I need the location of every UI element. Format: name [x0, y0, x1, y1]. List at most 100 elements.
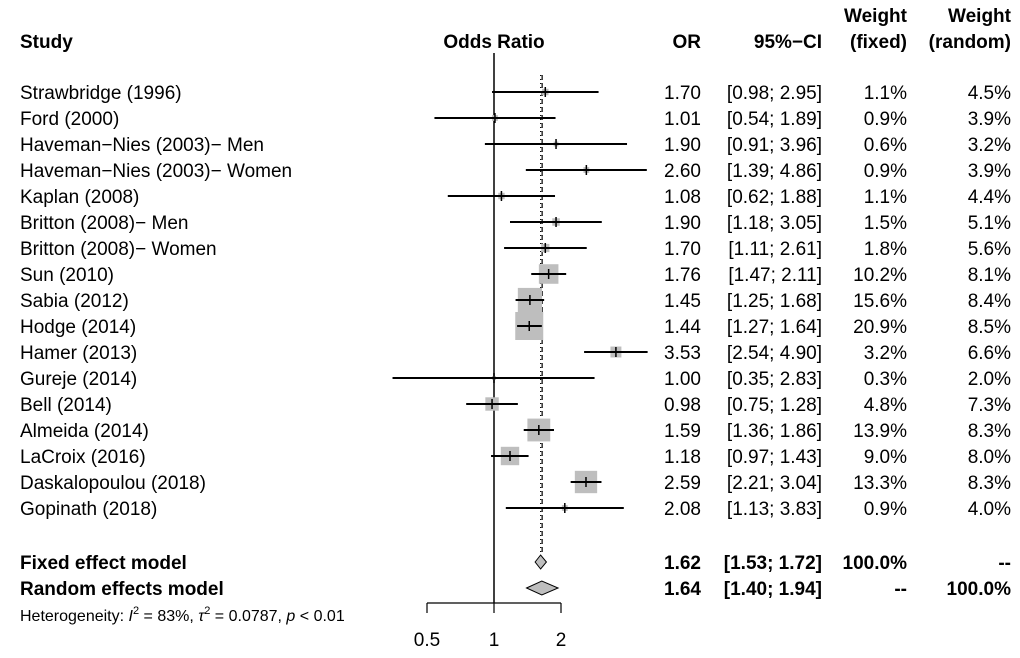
study-row: Daskalopoulou (2018) 2.59 [2.21; 3.04] 13.3… [20, 470, 1011, 494]
study-ci: [1.18; 3.05] [727, 213, 822, 234]
study-weight-random: 8.0% [968, 447, 1011, 468]
study-or: 1.70 [664, 239, 701, 260]
header-odds-ratio: Odds Ratio [443, 32, 544, 53]
study-weight-random: 8.5% [968, 317, 1011, 338]
study-name: Kaplan (2008) [20, 187, 139, 208]
summary-name: Fixed effect model [20, 553, 187, 574]
study-row: Gureje (2014) 1.00 [0.35; 2.83] 0.3% 2.0% [20, 369, 1011, 390]
summary-weight-fixed: 100.0% [843, 553, 908, 574]
study-weight-random: 2.0% [968, 369, 1011, 390]
study-name: Daskalopoulou (2018) [20, 473, 206, 494]
study-row: Hodge (2014) 1.44 [1.27; 1.64] 20.9% 8.5% [20, 312, 1011, 340]
study-ci: [1.47; 2.11] [728, 265, 822, 286]
study-or: 1.01 [664, 109, 701, 130]
study-weight-random: 7.3% [968, 395, 1011, 416]
study-weight-fixed: 13.9% [853, 421, 907, 442]
study-weight-random: 3.9% [968, 109, 1011, 130]
study-weight-random: 8.3% [968, 421, 1011, 442]
header-or: OR [673, 32, 702, 53]
random-effects-row: Random effects model 1.64 [1.40; 1.94] -- 10… [20, 579, 1011, 600]
study-weight-random: 8.4% [968, 291, 1011, 312]
study-or: 1.18 [664, 447, 701, 468]
study-ci: [0.35; 2.83] [727, 369, 822, 390]
study-name: Haveman−Nies (2003)− Men [20, 135, 264, 156]
study-name: Ford (2000) [20, 109, 119, 130]
study-weight-random: 8.1% [968, 265, 1011, 286]
study-ci: [1.36; 1.86] [727, 421, 822, 442]
summary-weight-random: 100.0% [947, 579, 1012, 600]
study-or: 1.59 [664, 421, 701, 442]
study-name: Gureje (2014) [20, 369, 137, 390]
summary-diamond [534, 554, 548, 570]
summary-weight-random: -- [998, 553, 1011, 574]
study-name: Sun (2010) [20, 265, 114, 286]
study-weight-random: 8.3% [968, 473, 1011, 494]
study-row: Haveman−Nies (2003)− Men 1.90 [0.91; 3.96]… [20, 135, 1011, 156]
study-weight-fixed: 0.9% [864, 499, 907, 520]
study-or: 1.90 [664, 213, 701, 234]
study-weight-fixed: 10.2% [853, 265, 907, 286]
study-row: Ford (2000) 1.01 [0.54; 1.89] 0.9% 3.9% [20, 109, 1011, 130]
study-or: 1.00 [664, 369, 701, 390]
header-weight-random-1: Weight [948, 6, 1012, 27]
header-study: Study [20, 32, 73, 53]
study-row: Gopinath (2018) 2.08 [1.13; 3.83] 0.9% 4.0% [20, 499, 1011, 520]
summary-or: 1.64 [664, 579, 701, 600]
study-weight-fixed: 0.3% [864, 369, 907, 390]
study-row: Strawbridge (1996) 1.70 [0.98; 2.95] 1.1% 4.… [20, 83, 1011, 104]
study-row: Hamer (2013) 3.53 [2.54; 4.90] 3.2% 6.6% [20, 343, 1011, 364]
study-weight-fixed: 9.0% [864, 447, 907, 468]
study-row: Almeida (2014) 1.59 [1.36; 1.86] 13.9% 8.3% [20, 418, 1011, 442]
study-weight-fixed: 1.1% [864, 187, 907, 208]
study-or: 1.08 [664, 187, 701, 208]
study-ci: [1.25; 1.68] [727, 291, 822, 312]
study-weight-random: 3.9% [968, 161, 1011, 182]
study-row: LaCroix (2016) 1.18 [0.97; 1.43] 9.0% 8.0% [20, 446, 1011, 468]
study-row: Haveman−Nies (2003)− Women 2.60 [1.39; 4.8… [20, 161, 1011, 182]
study-name: Sabia (2012) [20, 291, 129, 312]
study-or: 1.45 [664, 291, 701, 312]
study-or: 3.53 [664, 343, 701, 364]
p-value: < 0.01 [300, 608, 345, 625]
study-weight-random: 3.2% [968, 135, 1011, 156]
summary-or: 1.62 [664, 553, 701, 574]
heterogeneity-label: Heterogeneity: [20, 608, 124, 625]
study-name: Britton (2008)− Women [20, 239, 217, 260]
study-weight-random: 5.1% [968, 213, 1011, 234]
study-weight-fixed: 4.8% [864, 395, 907, 416]
tau2-symbol: τ [198, 608, 205, 625]
x-tick-label: 1 [489, 630, 500, 651]
study-ci: [1.11; 2.61] [728, 239, 822, 260]
study-ci: [2.21; 3.04] [727, 473, 822, 494]
header-weight-random-2: (random) [929, 32, 1011, 53]
tau2-value: 0.0787 [229, 608, 278, 625]
study-name: Hamer (2013) [20, 343, 137, 364]
study-ci: [0.91; 3.96] [727, 135, 822, 156]
study-ci: [1.39; 4.86] [727, 161, 822, 182]
study-ci: [0.98; 2.95] [727, 83, 822, 104]
study-row: Sun (2010) 1.76 [1.47; 2.11] 10.2% 8.1% [20, 264, 1011, 286]
study-weight-fixed: 0.9% [864, 161, 907, 182]
study-weight-fixed: 3.2% [864, 343, 907, 364]
study-ci: [1.13; 3.83] [727, 499, 822, 520]
study-weight-fixed: 1.1% [864, 83, 907, 104]
study-rows: Strawbridge (1996) 1.70 [0.98; 2.95] 1.1% 4.… [20, 83, 1011, 520]
study-or: 2.08 [664, 499, 701, 520]
study-name: Strawbridge (1996) [20, 83, 182, 104]
study-name: LaCroix (2016) [20, 447, 146, 468]
study-ci: [0.62; 1.88] [727, 187, 822, 208]
summary-ci: [1.40; 1.94] [724, 579, 822, 600]
study-weight-fixed: 0.9% [864, 109, 907, 130]
header: Study Odds Ratio OR 95%−CI Weight (fixed… [20, 6, 1012, 53]
study-weight-random: 4.0% [968, 499, 1011, 520]
study-or: 1.76 [664, 265, 701, 286]
study-ci: [1.27; 1.64] [727, 317, 822, 338]
study-name: Almeida (2014) [20, 421, 149, 442]
study-name: Britton (2008)− Men [20, 213, 188, 234]
study-row: Kaplan (2008) 1.08 [0.62; 1.88] 1.1% 4.4% [20, 187, 1011, 208]
study-or: 1.70 [664, 83, 701, 104]
study-weight-fixed: 0.6% [864, 135, 907, 156]
study-weight-fixed: 20.9% [853, 317, 907, 338]
study-or: 1.90 [664, 135, 701, 156]
